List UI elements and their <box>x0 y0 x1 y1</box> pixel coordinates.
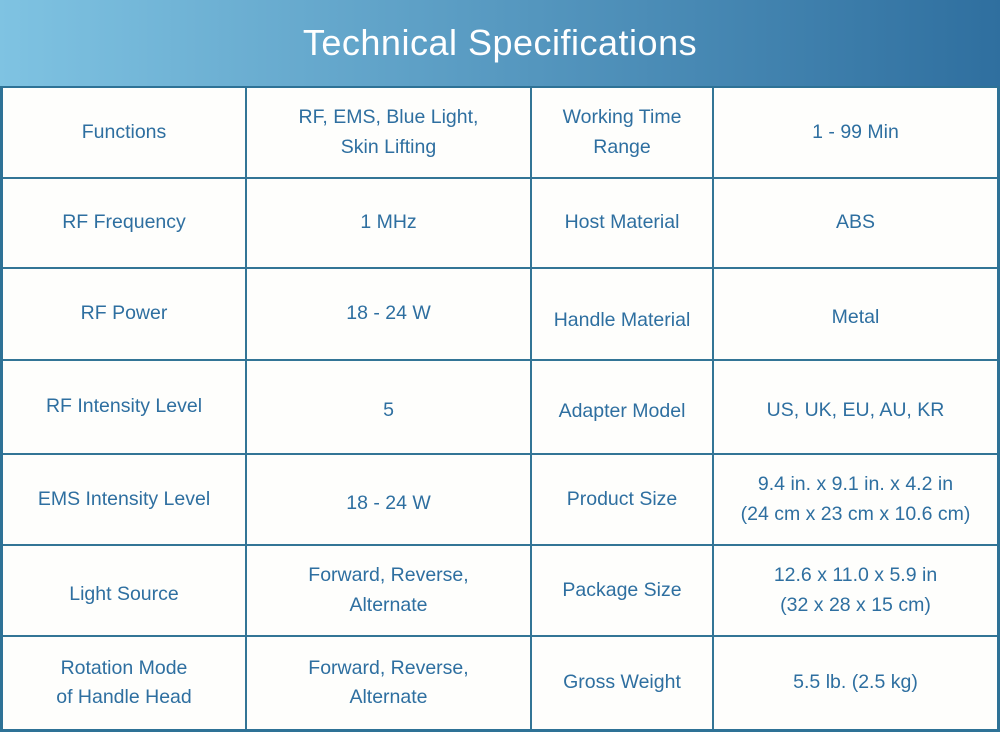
spec-value: 5 <box>247 361 530 453</box>
spec-value: 5.5 lb. (2.5 kg) <box>714 637 997 729</box>
spec-label: Light Source <box>3 546 245 635</box>
spec-label: Product Size <box>532 455 712 544</box>
spec-label: RF Intensity Level <box>3 361 245 453</box>
spec-label: Handle Material <box>532 269 712 359</box>
spec-value: RF, EMS, Blue Light, Skin Lifting <box>247 88 530 177</box>
spec-label: Host Material <box>532 179 712 267</box>
spec-label: Gross Weight <box>532 637 712 729</box>
spec-table: Functions RF, EMS, Blue Light, Skin Lift… <box>0 86 1000 732</box>
spec-label: Working Time Range <box>532 88 712 177</box>
spec-value: ABS <box>714 179 997 267</box>
spec-value: Forward, Reverse, Alternate <box>247 637 530 729</box>
spec-value: 1 - 99 Min <box>714 88 997 177</box>
page-title: Technical Specifications <box>302 22 698 63</box>
spec-value: US, UK, EU, AU, KR <box>714 361 997 453</box>
spec-label: RF Power <box>3 269 245 359</box>
spec-value: Forward, Reverse, Alternate <box>247 546 530 635</box>
spec-label: Adapter Model <box>532 361 712 453</box>
title-banner: Technical Specifications <box>0 0 1000 86</box>
spec-value: 18 - 24 W <box>247 269 530 359</box>
spec-label: Package Size <box>532 546 712 635</box>
spec-label: Rotation Mode of Handle Head <box>3 637 245 729</box>
spec-value: 12.6 x 11.0 x 5.9 in (32 x 28 x 15 cm) <box>714 546 997 635</box>
spec-value: Metal <box>714 269 997 359</box>
spec-label: Functions <box>3 88 245 177</box>
spec-label: EMS Intensity Level <box>3 455 245 544</box>
spec-value: 18 - 24 W <box>247 455 530 544</box>
spec-value: 1 MHz <box>247 179 530 267</box>
spec-label: RF Frequency <box>3 179 245 267</box>
spec-value: 9.4 in. x 9.1 in. x 4.2 in (24 cm x 23 c… <box>714 455 997 544</box>
